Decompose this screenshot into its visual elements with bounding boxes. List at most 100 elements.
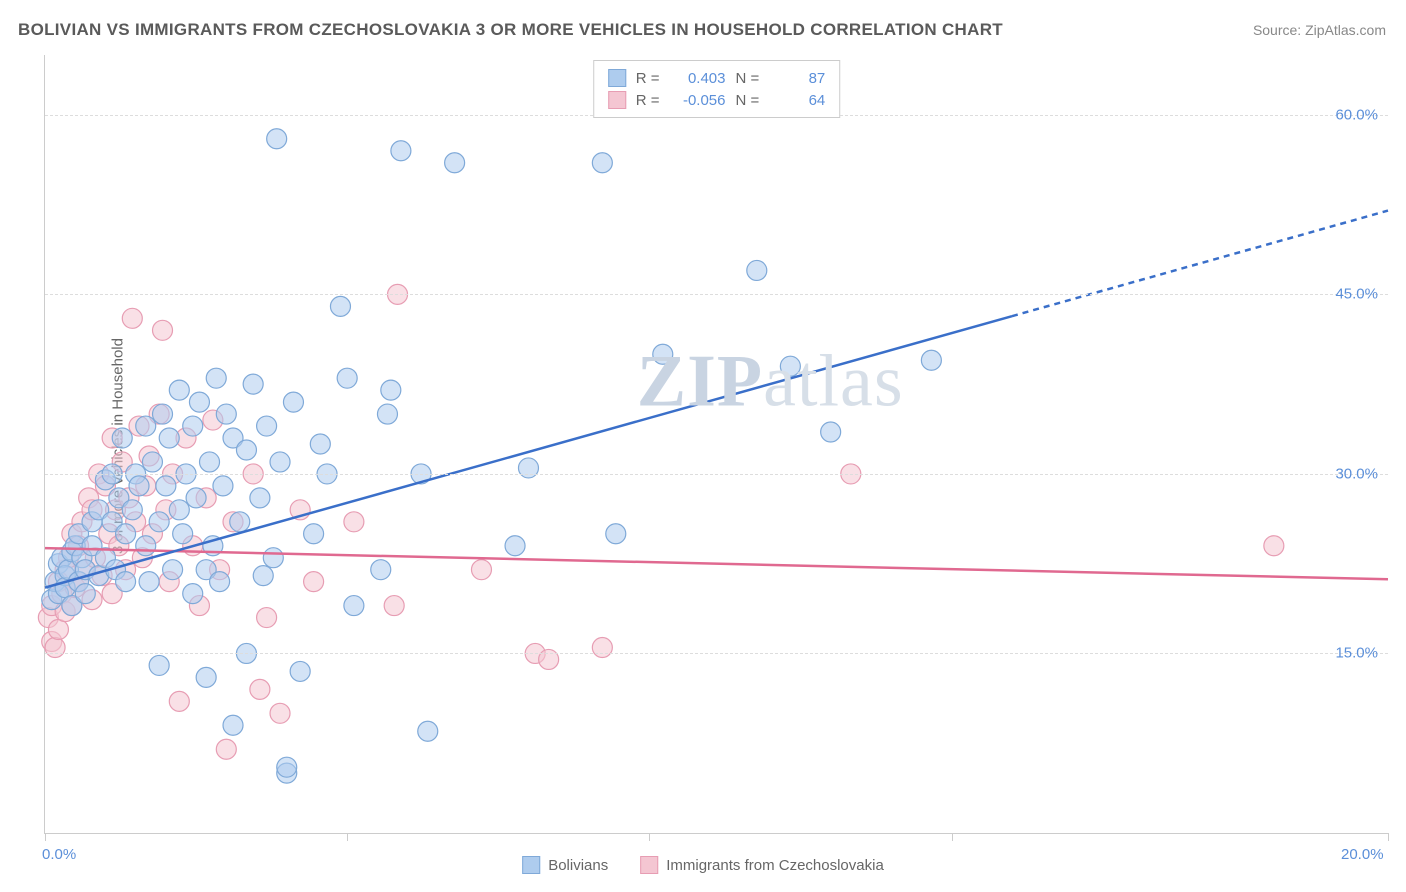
data-point — [45, 637, 65, 657]
x-tick — [1388, 833, 1389, 841]
data-point — [310, 434, 330, 454]
data-point — [304, 524, 324, 544]
data-point — [75, 584, 95, 604]
data-point — [169, 380, 189, 400]
data-point — [290, 661, 310, 681]
data-point — [216, 739, 236, 759]
gridline — [45, 474, 1388, 475]
data-point — [183, 416, 203, 436]
data-point — [747, 260, 767, 280]
stats-r-label: R = — [636, 92, 660, 109]
data-point — [653, 344, 673, 364]
y-tick-label: 15.0% — [1335, 645, 1378, 662]
legend-label-series2: Immigrants from Czechoslovakia — [666, 857, 884, 874]
data-point — [257, 416, 277, 436]
y-tick-label: 60.0% — [1335, 106, 1378, 123]
data-point — [257, 608, 277, 628]
data-point — [163, 560, 183, 580]
data-point — [213, 476, 233, 496]
data-point — [153, 320, 173, 340]
data-point — [418, 721, 438, 741]
data-point — [270, 452, 290, 472]
data-point — [129, 476, 149, 496]
trend-line — [45, 316, 1012, 587]
data-point — [112, 428, 132, 448]
x-tick — [952, 833, 953, 841]
data-point — [391, 141, 411, 161]
scatter-plot-svg — [45, 55, 1388, 833]
data-point — [253, 566, 273, 586]
data-point — [139, 572, 159, 592]
gridline — [45, 294, 1388, 295]
data-point — [169, 500, 189, 520]
data-point — [371, 560, 391, 580]
data-point — [344, 596, 364, 616]
data-point — [592, 153, 612, 173]
data-point — [377, 404, 397, 424]
data-point — [223, 715, 243, 735]
data-point — [236, 440, 256, 460]
data-point — [216, 404, 236, 424]
legend-label-series1: Bolivians — [548, 857, 608, 874]
chart-title: BOLIVIAN VS IMMIGRANTS FROM CZECHOSLOVAK… — [18, 20, 1003, 40]
stats-n-value-1: 87 — [769, 70, 825, 87]
data-point — [136, 416, 156, 436]
data-point — [250, 488, 270, 508]
stats-r-value-2: -0.056 — [670, 92, 726, 109]
correlation-stats-box: R = 0.403 N = 87 R = -0.056 N = 64 — [593, 60, 841, 118]
data-point — [539, 649, 559, 669]
data-point — [270, 703, 290, 723]
data-point — [48, 620, 68, 640]
data-point — [267, 129, 287, 149]
data-point — [210, 572, 230, 592]
data-point — [156, 476, 176, 496]
bottom-legend: Bolivians Immigrants from Czechoslovakia — [522, 856, 884, 874]
x-tick — [45, 833, 46, 841]
data-point — [330, 296, 350, 316]
data-point — [116, 572, 136, 592]
y-tick-label: 30.0% — [1335, 465, 1378, 482]
legend-item-series1: Bolivians — [522, 856, 608, 874]
data-point — [206, 368, 226, 388]
data-point — [122, 500, 142, 520]
stats-r-value-1: 0.403 — [670, 70, 726, 87]
data-point — [169, 691, 189, 711]
data-point — [122, 308, 142, 328]
x-tick-left: 0.0% — [42, 846, 76, 863]
data-point — [173, 524, 193, 544]
data-point — [159, 428, 179, 448]
x-tick — [649, 833, 650, 841]
legend-swatch-series1 — [522, 856, 540, 874]
data-point — [505, 536, 525, 556]
data-point — [592, 637, 612, 657]
data-point — [337, 368, 357, 388]
data-point — [780, 356, 800, 376]
data-point — [149, 655, 169, 675]
data-point — [200, 452, 220, 472]
stats-r-label: R = — [636, 70, 660, 87]
data-point — [606, 524, 626, 544]
data-point — [250, 679, 270, 699]
chart-plot-area: ZIPatlas R = 0.403 N = 87 R = -0.056 N =… — [44, 55, 1388, 834]
data-point — [186, 488, 206, 508]
trend-line — [1012, 211, 1388, 317]
trend-line — [45, 548, 1388, 579]
data-point — [243, 374, 263, 394]
legend-swatch-series2 — [640, 856, 658, 874]
x-tick — [347, 833, 348, 841]
source-attribution: Source: ZipAtlas.com — [1253, 22, 1386, 38]
data-point — [189, 392, 209, 412]
data-point — [116, 524, 136, 544]
data-point — [283, 392, 303, 412]
data-point — [381, 380, 401, 400]
data-point — [277, 757, 297, 777]
data-point — [821, 422, 841, 442]
data-point — [142, 452, 162, 472]
y-tick-label: 45.0% — [1335, 286, 1378, 303]
legend-item-series2: Immigrants from Czechoslovakia — [640, 856, 884, 874]
data-point — [230, 512, 250, 532]
stats-n-label: N = — [736, 92, 760, 109]
data-point — [445, 153, 465, 173]
gridline — [45, 653, 1388, 654]
data-point — [518, 458, 538, 478]
